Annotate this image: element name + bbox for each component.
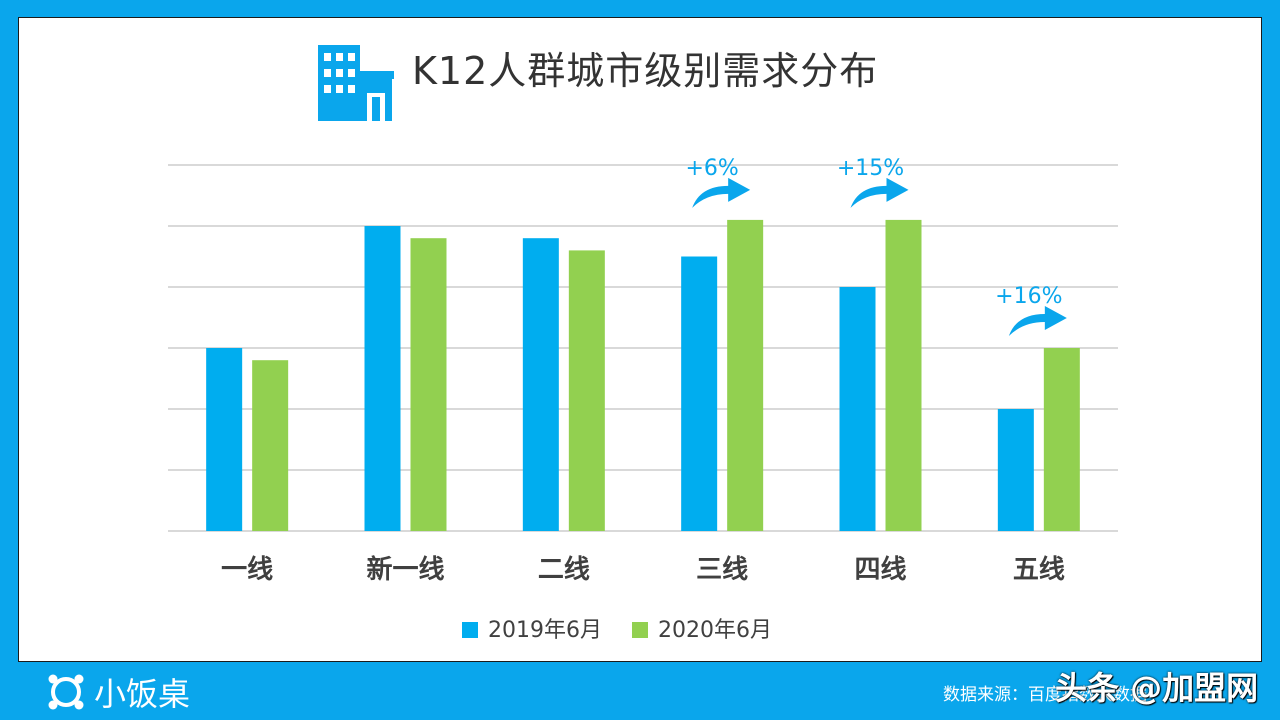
bar-2020 [252,360,289,531]
x-tick-label: 一线 [221,555,273,585]
arrow-right-icon [850,177,909,208]
content-panel [18,17,1262,662]
bar-2020 [727,219,764,531]
bar-2019 [681,256,718,531]
watermark: 头条 @加盟网 [1055,669,1259,707]
bar-2020 [568,250,605,531]
page-title: K12人群城市级别需求分布 [412,49,879,93]
growth-label: +6% [685,156,738,181]
growth-label: +15% [837,156,904,181]
legend-swatch [462,622,478,638]
growth-label: +16% [995,284,1062,309]
bar-2019 [364,226,401,531]
x-tick-label: 四线 [854,555,906,585]
bar-2019 [839,287,876,531]
legend-label: 2019年6月 [488,618,602,643]
bar-2019 [522,238,559,531]
x-tick-label: 新一线 [366,554,444,585]
x-tick-label: 二线 [538,555,590,585]
building-icon [318,45,394,121]
arrow-right-icon [1008,306,1067,336]
legend-label: 2020年6月 [658,618,772,643]
legend-swatch [632,622,648,638]
x-tick-label: 三线 [696,555,748,585]
data-source: 数据来源：百度指数大数据 [943,685,1147,705]
xiaofanzhuo-logo-icon [48,674,84,710]
bar-2020 [885,219,922,531]
arrow-right-icon [692,177,751,208]
bar-2020 [410,238,447,531]
brand-name: 小饭桌 [94,675,191,713]
bar-2019 [206,348,243,531]
bar-2020 [1043,348,1080,531]
x-tick-label: 五线 [1013,555,1065,585]
bar-2019 [997,409,1034,531]
brand: 小饭桌 [46,672,191,713]
